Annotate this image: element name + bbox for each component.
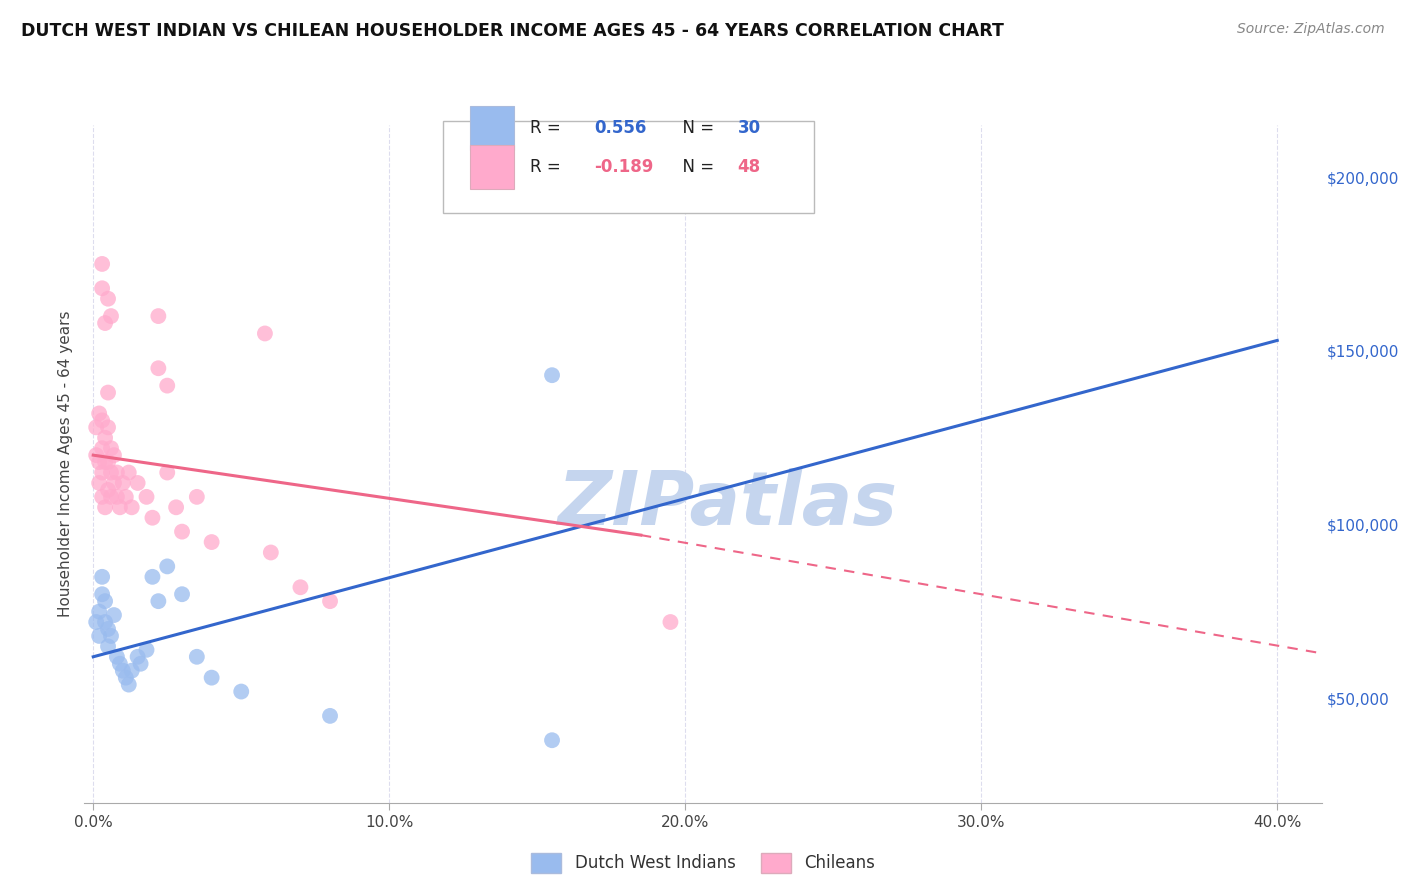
Point [91,587,114,601]
Point [89,629,111,643]
Text: R =: R = [530,119,565,137]
Text: 48: 48 [738,158,761,176]
Point [100,466,122,480]
Legend: Dutch West Indians, Chileans: Dutch West Indians, Chileans [524,847,882,880]
Point [100,490,122,504]
Point [170,524,193,539]
Point [103,448,125,462]
Point [94,316,117,330]
Point [100,629,122,643]
Point [111,475,134,490]
Point [148,361,170,376]
Text: Source: ZipAtlas.com: Source: ZipAtlas.com [1237,22,1385,37]
Point [231,684,253,698]
Point [129,657,152,671]
Point [103,475,125,490]
Point [84,615,107,629]
Point [91,490,114,504]
Point [97,420,120,434]
FancyBboxPatch shape [471,106,513,150]
Point [89,475,111,490]
Point [135,643,157,657]
Point [135,490,157,504]
Point [108,500,131,515]
Point [114,671,136,685]
Point [541,368,564,383]
Point [148,594,170,608]
Text: ZIPatlas: ZIPatlas [558,468,898,541]
Point [97,455,120,469]
Point [111,664,134,678]
Text: 30: 30 [738,119,761,137]
Point [186,649,208,664]
Point [91,413,114,427]
Point [121,500,143,515]
Point [290,580,312,594]
Y-axis label: Householder Income Ages 45 - 64 years: Householder Income Ages 45 - 64 years [58,310,73,617]
Text: -0.189: -0.189 [595,158,654,176]
Point [105,490,128,504]
Point [121,664,143,678]
Point [100,441,122,455]
Point [156,559,179,574]
Point [659,615,682,629]
Point [118,466,141,480]
Point [170,587,193,601]
Point [94,615,117,629]
Point [89,406,111,420]
Point [91,570,114,584]
Point [253,326,276,341]
Point [84,448,107,462]
Point [260,545,283,559]
Point [186,490,208,504]
Point [201,671,224,685]
Point [127,649,149,664]
Point [141,510,163,524]
Point [103,608,125,623]
Point [94,431,117,445]
Point [319,594,342,608]
Text: R =: R = [530,158,565,176]
Point [94,455,117,469]
Point [97,640,120,654]
FancyBboxPatch shape [443,121,814,213]
Point [105,649,128,664]
Point [105,466,128,480]
Point [118,677,141,691]
Point [156,466,179,480]
Point [97,385,120,400]
FancyBboxPatch shape [471,145,513,189]
Point [201,535,224,549]
Point [141,570,163,584]
Point [84,420,107,434]
Text: DUTCH WEST INDIAN VS CHILEAN HOUSEHOLDER INCOME AGES 45 - 64 YEARS CORRELATION C: DUTCH WEST INDIAN VS CHILEAN HOUSEHOLDER… [21,22,1004,40]
Point [100,309,122,323]
Point [91,257,114,271]
Point [91,281,114,295]
Point [97,622,120,636]
Point [97,292,120,306]
Point [94,594,117,608]
Point [165,500,187,515]
Point [91,466,114,480]
Point [148,309,170,323]
Point [89,605,111,619]
Text: N =: N = [672,119,720,137]
Point [156,378,179,392]
Point [94,500,117,515]
Point [541,733,564,747]
Point [108,657,131,671]
Point [114,490,136,504]
Text: 0.556: 0.556 [595,119,647,137]
Point [91,441,114,455]
Point [89,455,111,469]
Point [97,483,120,497]
Text: N =: N = [672,158,720,176]
Point [319,709,342,723]
Point [127,475,149,490]
